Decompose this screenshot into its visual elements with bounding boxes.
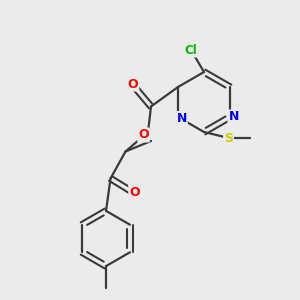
- Text: S: S: [224, 131, 233, 145]
- Text: O: O: [138, 128, 149, 142]
- Text: N: N: [176, 112, 187, 125]
- Text: O: O: [129, 185, 140, 199]
- Text: Cl: Cl: [185, 44, 197, 56]
- Text: O: O: [128, 77, 138, 91]
- Text: N: N: [228, 110, 239, 124]
